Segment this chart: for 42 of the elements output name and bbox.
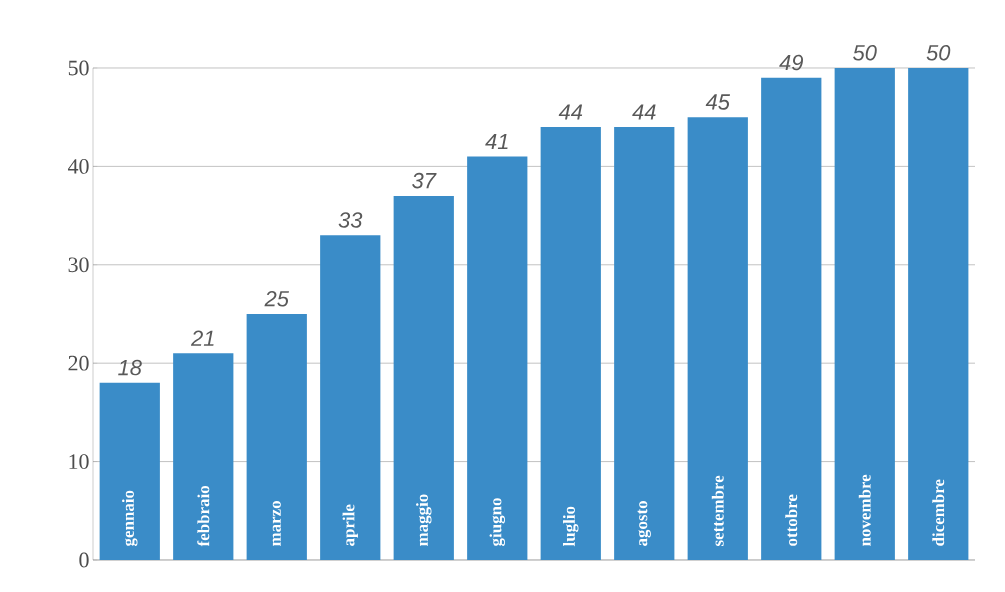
bar <box>246 313 307 560</box>
data-label: 33 <box>338 212 363 228</box>
bar <box>834 67 895 560</box>
bar <box>467 156 528 560</box>
data-label: 44 <box>558 104 583 120</box>
y-tick-label: 50 <box>68 60 89 76</box>
y-tick-label: 10 <box>69 454 89 469</box>
data-label: 45 <box>705 94 731 110</box>
bar <box>393 195 454 560</box>
bar <box>99 382 160 560</box>
x-tick-label: dicembre <box>932 479 945 546</box>
data-label: 50 <box>926 44 951 61</box>
y-tick-label: 0 <box>79 552 89 568</box>
x-tick-label: maggio <box>416 494 432 547</box>
x-tick-label: agosto <box>637 501 651 546</box>
bar <box>687 117 748 560</box>
x-tick-label: novembre <box>858 474 871 547</box>
bar <box>540 127 601 560</box>
data-label: 50 <box>853 44 877 61</box>
data-label: 49 <box>779 54 804 71</box>
x-tick-label: febbraio <box>197 485 210 547</box>
data-label: 18 <box>118 359 142 376</box>
x-tick-label: luglio <box>563 506 579 547</box>
x-tick-label: ottobre <box>785 494 798 546</box>
y-tick-label: 20 <box>68 355 89 371</box>
x-tick-label: aprile <box>342 504 358 546</box>
bar <box>761 77 822 560</box>
x-tick-label: gennaio <box>122 490 138 547</box>
y-tick-label: 40 <box>67 158 89 174</box>
data-label: 25 <box>264 290 290 307</box>
x-tick-label: giugno <box>489 498 505 547</box>
bar <box>320 235 381 560</box>
data-label: 44 <box>632 104 656 120</box>
bar <box>614 127 675 560</box>
x-tick-label: settembre <box>711 475 724 546</box>
x-tick-label: marzo <box>272 501 281 547</box>
data-label: 41 <box>485 133 508 150</box>
data-label: 37 <box>412 172 437 189</box>
y-tick-label: 30 <box>68 257 89 273</box>
data-label: 21 <box>190 330 214 346</box>
bar <box>173 353 234 560</box>
bar <box>908 67 969 560</box>
